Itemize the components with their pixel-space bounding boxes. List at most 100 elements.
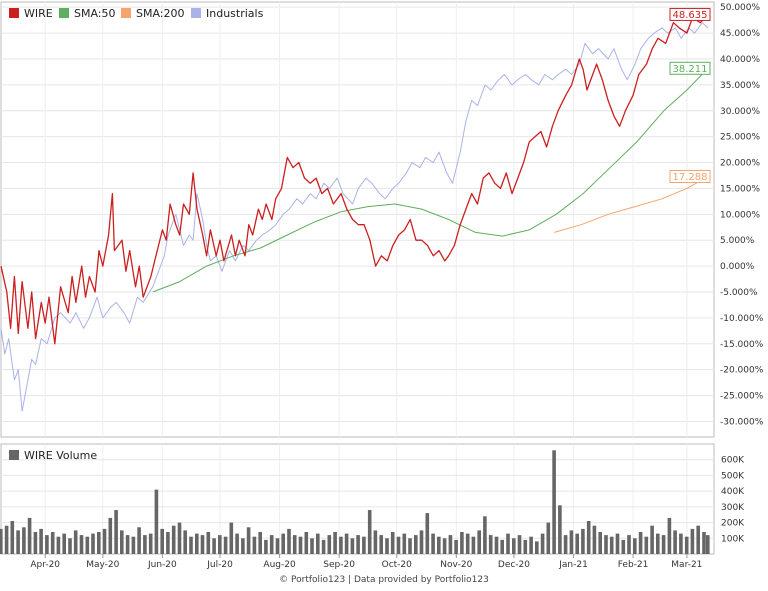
volume-bar [269, 535, 274, 554]
legend-swatch-wire [9, 8, 19, 18]
volume-bar [408, 538, 412, 554]
x-tick-label: May-20 [86, 560, 119, 570]
volume-bar [102, 528, 107, 554]
legend: WIRE SMA:50 SMA:200 Industrials [9, 7, 264, 20]
volume-bar [327, 535, 332, 554]
volume-bar [287, 528, 291, 554]
volume-bar [189, 536, 193, 554]
price-y-tick-label: -5.000% [720, 288, 758, 298]
volume-bar [633, 538, 637, 554]
volume-bar [460, 532, 464, 554]
volume-bar [177, 522, 182, 554]
volume-bar [684, 536, 689, 554]
series-line-industrials [0, 22, 709, 412]
x-tick-label: Apr-20 [30, 560, 60, 570]
volume-bar [310, 538, 314, 554]
legend-swatch-industrials [191, 8, 201, 18]
legend-label-sma-200: SMA:200 [136, 7, 185, 20]
series-line-sma-50 [152, 67, 709, 293]
volume-bar [644, 536, 649, 554]
volume-bar [696, 525, 700, 554]
volume-bar [586, 521, 591, 554]
price-gridlines [1, 2, 714, 437]
volume-bar [10, 521, 15, 554]
volume-bar [316, 533, 320, 554]
volume-bar [298, 536, 303, 554]
volume-bar [97, 532, 101, 554]
volume-bar [258, 532, 262, 554]
volume-bar [114, 510, 118, 554]
volume-bar [638, 532, 643, 554]
volume-bar [431, 533, 435, 554]
volume-bar [275, 538, 280, 554]
volume-bar [471, 536, 476, 554]
price-y-tick-label: 45.000% [720, 29, 760, 39]
last-value-tag-box [669, 61, 711, 75]
volume-bar [615, 533, 620, 554]
volume-bar [125, 535, 130, 554]
volume-bar [264, 539, 268, 554]
volume-bar [183, 530, 187, 554]
volume-bar [16, 530, 20, 554]
volume-bar [627, 535, 631, 554]
volume-bar [79, 535, 84, 554]
volume-bar [621, 539, 626, 554]
price-y-tick-label: 15.000% [720, 184, 760, 194]
footer-credit: © Portfolio123 | Data provided by Portfo… [279, 575, 489, 585]
volume-bar [465, 533, 470, 554]
volume-bar [373, 530, 378, 554]
price-y-tick-label: 30.000% [720, 107, 760, 117]
volume-bar [517, 535, 522, 554]
volume-bar [339, 536, 343, 554]
volume-bar [235, 533, 239, 554]
volume-bar [85, 536, 90, 554]
last-value-tag-text: 38.211 [673, 64, 708, 75]
volume-bar [650, 525, 654, 554]
volume-bar [402, 533, 407, 554]
volume-bar [667, 517, 672, 554]
volume-bar [540, 533, 545, 554]
volume-bars-layer [0, 450, 710, 554]
volume-bar [333, 532, 337, 554]
price-y-tick-label: 20.000% [720, 159, 760, 169]
volume-bar [344, 533, 349, 554]
volume-bar [108, 517, 113, 554]
volume-bar [367, 510, 372, 554]
last-value-tag-box [669, 7, 711, 21]
x-tick-label: Jul-20 [206, 560, 233, 570]
volume-bar [604, 535, 608, 554]
volume-bar [512, 538, 516, 554]
price-y-tick-label: -20.000% [720, 366, 764, 376]
volume-bar [304, 532, 309, 554]
volume-bar [218, 535, 222, 554]
legend-swatch-sma-200 [121, 8, 131, 18]
volume-bar [143, 535, 147, 554]
volume-bar [506, 533, 510, 554]
legend-label-sma-50: SMA:50 [74, 7, 116, 20]
volume-bar [558, 505, 562, 554]
last-value-tag-box [669, 170, 711, 184]
volume-bar [131, 536, 136, 554]
volume-bar [62, 533, 66, 554]
volume-bar [679, 533, 683, 554]
volume-bar [68, 538, 72, 554]
x-tick-label: Sep-20 [323, 560, 355, 570]
volume-bar [91, 533, 95, 554]
volume-bar [477, 530, 481, 554]
volume-bar [166, 532, 170, 554]
volume-bar [437, 536, 441, 554]
volume-bar [39, 528, 43, 554]
volume-bar [656, 533, 660, 554]
last-value-tag-text: 17.288 [673, 172, 708, 183]
volume-bar [448, 535, 453, 554]
volume-bar [73, 530, 78, 554]
volume-bar [292, 535, 297, 554]
x-tick-label: Nov-20 [440, 560, 472, 570]
volume-bar [414, 535, 418, 554]
volume-bar [33, 532, 38, 554]
volume-bar [563, 535, 568, 554]
volume-bar [229, 522, 234, 554]
volume-y-tick-label: 100K [721, 534, 745, 544]
volume-bar [362, 536, 366, 554]
